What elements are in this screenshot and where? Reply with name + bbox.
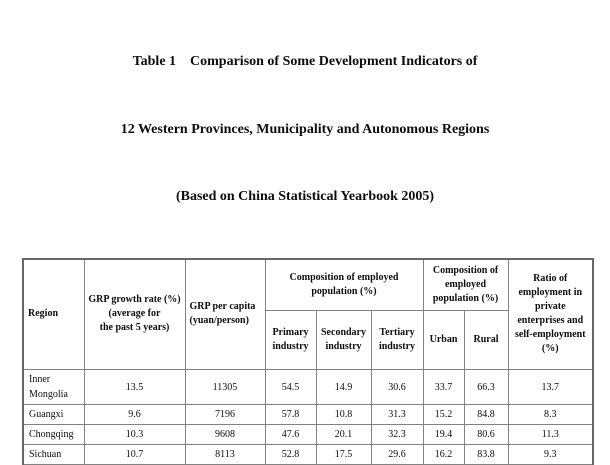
region-cell: Chongqing <box>22 424 85 445</box>
value-cell: 9.6 <box>83 404 186 425</box>
value-cell: 7196 <box>184 404 266 425</box>
value-cell: 11305 <box>184 369 266 405</box>
table-title: Table 1 Comparison of Some Development I… <box>120 54 490 204</box>
region-cell: Inner Mongolia <box>22 369 85 405</box>
header-employed-composition-urban-rural: Composition of employed population (%) <box>422 258 509 311</box>
title-line-2: 12 Western Provinces, Municipality and A… <box>120 121 490 137</box>
table-row: Chongqing 10.3 9608 47.6 20.1 32.3 19.4 80.6 11.… <box>22 424 594 445</box>
header-row-1: Region GRP growth rate (%) (average for … <box>22 258 594 370</box>
development-indicators-table: Region GRP growth rate (%) (average for … <box>22 257 595 465</box>
value-cell: 19.4 <box>422 424 465 445</box>
header-private-employment-ratio: Ratio of employment in private enterpris… <box>507 258 594 370</box>
value-cell: 10.7 <box>83 444 186 465</box>
value-cell: 9608 <box>184 424 266 445</box>
header-urban: Urban <box>422 310 465 370</box>
value-cell: 13.7 <box>507 369 594 405</box>
value-cell: 16.2 <box>422 444 465 465</box>
value-cell: 10.8 <box>315 404 372 425</box>
header-tertiary-industry: Tertiary industry <box>370 310 424 370</box>
value-cell: 15.2 <box>422 404 465 425</box>
value-cell: 11.3 <box>507 424 594 445</box>
value-cell: 30.6 <box>370 369 424 405</box>
value-cell: 9.3 <box>507 444 594 465</box>
value-cell: 66.3 <box>463 369 509 405</box>
region-cell: Guangxi <box>22 404 85 425</box>
value-cell: 57.8 <box>264 404 317 425</box>
table-row: Inner Mongolia 13.5 11305 54.5 14.9 30.6 33.7 6… <box>22 369 594 405</box>
value-cell: 31.3 <box>370 404 424 425</box>
table-body: Inner Mongolia 13.5 11305 54.5 14.9 30.6 33.7 6… <box>22 369 594 465</box>
value-cell: 54.5 <box>264 369 317 405</box>
value-cell: 29.6 <box>370 444 424 465</box>
header-secondary-industry: Secondary industry <box>315 310 372 370</box>
value-cell: 13.5 <box>83 369 186 405</box>
value-cell: 8113 <box>184 444 266 465</box>
table-header: Region GRP growth rate (%) (average for … <box>22 258 594 370</box>
value-cell: 47.6 <box>264 424 317 445</box>
value-cell: 32.3 <box>370 424 424 445</box>
header-row-2: Primary industry Secondary industry Tert… <box>23 310 593 370</box>
value-cell: 20.1 <box>315 424 372 445</box>
header-employed-composition-by-industry: Composition of employed population (%) <box>264 258 424 311</box>
header-primary-industry: Primary industry <box>264 310 317 370</box>
value-cell: 52.8 <box>264 444 317 465</box>
value-cell: 8.3 <box>507 404 594 425</box>
value-cell: 14.9 <box>315 369 372 405</box>
value-cell: 17.5 <box>315 444 372 465</box>
value-cell: 83.8 <box>463 444 509 465</box>
table-row: Sichuan 10.7 8113 52.8 17.5 29.6 16.2 83.8 9.3 <box>22 444 594 465</box>
region-cell: Sichuan <box>22 444 85 465</box>
header-grp-per-capita: GRP per capita (yuan/person) <box>184 258 266 370</box>
table-row: Guangxi 9.6 7196 57.8 10.8 31.3 15.2 84.8 8.3 <box>22 404 594 425</box>
value-cell: 80.6 <box>463 424 509 445</box>
header-region: Region <box>22 258 85 370</box>
header-grp-growth-rate: GRP growth rate (%) (average for the pas… <box>83 258 186 370</box>
title-line-3: (Based on China Statistical Yearbook 200… <box>175 189 435 204</box>
value-cell: 33.7 <box>422 369 465 405</box>
header-rural: Rural <box>463 310 509 370</box>
value-cell: 10.3 <box>83 424 186 445</box>
value-cell: 84.8 <box>463 404 509 425</box>
title-line-1: Table 1 Comparison of Some Development I… <box>132 54 478 69</box>
